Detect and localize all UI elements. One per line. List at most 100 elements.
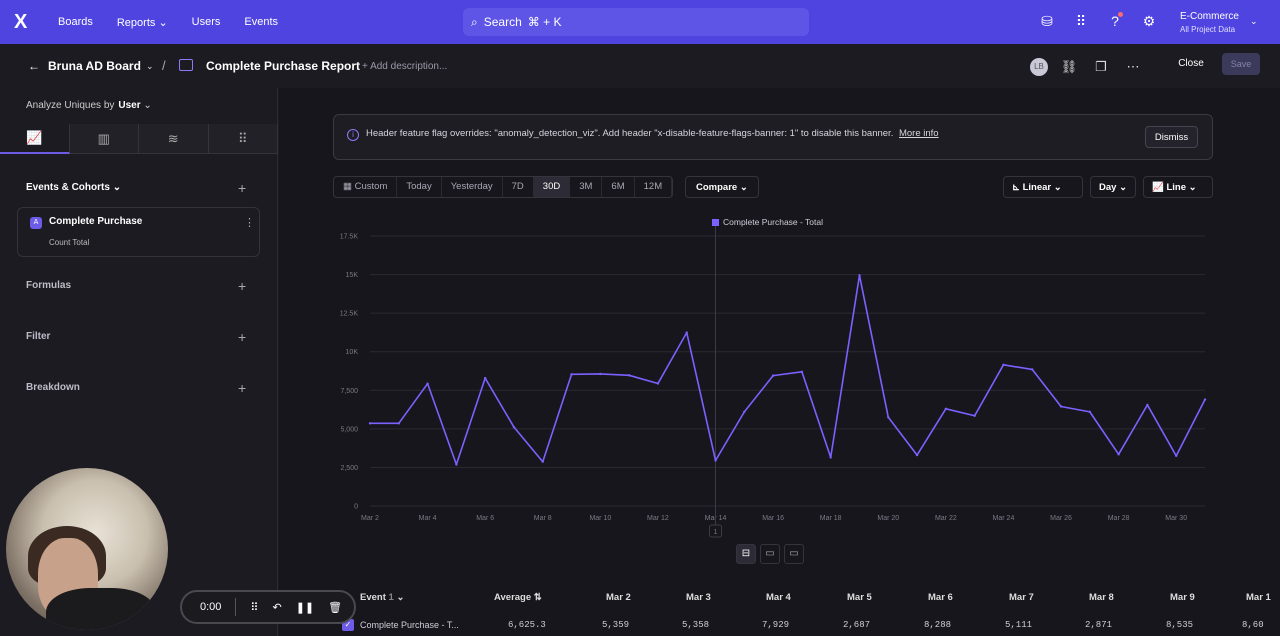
gear-icon[interactable]: ⚙ bbox=[1142, 13, 1156, 29]
nav-events[interactable]: Events bbox=[244, 16, 279, 28]
table-only-icon[interactable]: ▭ bbox=[784, 544, 804, 564]
tab-flows-icon[interactable]: ≋ bbox=[139, 124, 209, 154]
chevron-down-icon[interactable]: ⌄ bbox=[146, 61, 154, 71]
range-today[interactable]: Today bbox=[397, 177, 442, 197]
help-icon[interactable]: ? bbox=[1106, 12, 1124, 30]
apps-grid-icon[interactable]: ⠿ bbox=[1075, 13, 1087, 29]
x-tick-label: Mar 26 bbox=[1050, 515, 1072, 522]
nav-reports[interactable]: Reports ⌄ bbox=[117, 16, 168, 29]
events-cohorts-header[interactable]: Events & Cohorts ⌄ bbox=[26, 182, 121, 193]
database-icon[interactable]: ⛁ bbox=[1041, 13, 1053, 29]
compare-dropdown[interactable]: Compare ⌄ bbox=[685, 176, 759, 198]
chart-only-icon[interactable]: ▭ bbox=[760, 544, 780, 564]
range-custom[interactable]: ▦ Custom bbox=[334, 177, 398, 197]
main-nav: Boards Reports ⌄ Users Events bbox=[58, 0, 278, 44]
calendar-icon: ▦ bbox=[343, 181, 352, 192]
add-formula-icon[interactable]: + bbox=[238, 278, 247, 294]
interval-dropdown[interactable]: Day ⌄ bbox=[1090, 176, 1136, 198]
filter-header[interactable]: Filter bbox=[26, 331, 51, 342]
data-point bbox=[915, 453, 919, 457]
event-column-header[interactable]: Event 1 ⌄ bbox=[360, 592, 404, 603]
mixpanel-logo[interactable]: X bbox=[14, 11, 28, 33]
more-options-icon[interactable]: ⋯ bbox=[1126, 59, 1140, 74]
date-column-header[interactable]: Mar 7 bbox=[1009, 592, 1034, 603]
line-chart-icon bbox=[179, 59, 193, 71]
save-button[interactable]: Save bbox=[1222, 53, 1260, 75]
nav-users[interactable]: Users bbox=[191, 16, 221, 28]
nav-boards[interactable]: Boards bbox=[58, 16, 93, 28]
x-tick-label: Mar 30 bbox=[1165, 515, 1187, 522]
undo-icon[interactable]: ↶ bbox=[272, 601, 282, 614]
date-column-header[interactable]: Mar 6 bbox=[928, 592, 953, 603]
project-switcher[interactable]: E-Commerce All Project Data bbox=[1180, 10, 1239, 36]
y-tick-label: 7,500 bbox=[340, 388, 358, 395]
data-point bbox=[541, 460, 544, 463]
range-30d[interactable]: 30D bbox=[533, 177, 571, 197]
top-nav-bar: X Boards Reports ⌄ Users Events ⌕ Search… bbox=[0, 0, 1280, 44]
breakdown-header[interactable]: Breakdown bbox=[26, 382, 80, 393]
top-icons: ⛁ ⠿ ? ⚙ bbox=[1038, 12, 1158, 30]
date-column-header[interactable]: Mar 5 bbox=[847, 592, 872, 603]
date-column-header[interactable]: Mar 2 bbox=[606, 592, 631, 603]
x-tick-label: Mar 2 bbox=[361, 515, 379, 522]
tab-funnels-icon[interactable]: ▥ bbox=[69, 124, 139, 154]
pause-icon[interactable]: ❚❚ bbox=[295, 601, 315, 614]
report-header bbox=[0, 44, 1280, 88]
event-measure[interactable]: Count Total bbox=[49, 238, 90, 247]
row-event-name[interactable]: Complete Purchase - T... bbox=[360, 620, 459, 630]
back-arrow-icon[interactable]: ← bbox=[28, 59, 40, 73]
range-yesterday[interactable]: Yesterday bbox=[442, 177, 503, 197]
range-6m[interactable]: 6M bbox=[602, 177, 635, 197]
scale-dropdown[interactable]: ⊾ Linear ⌄ bbox=[1003, 176, 1083, 198]
date-column-header[interactable]: Mar 8 bbox=[1089, 592, 1114, 603]
analyze-uniques-selector[interactable]: Analyze Uniques by User ⌄ bbox=[26, 100, 152, 111]
date-column-header[interactable]: Mar 1 bbox=[1246, 592, 1271, 603]
y-tick-label: 10K bbox=[346, 349, 359, 356]
dismiss-button[interactable]: Dismiss bbox=[1145, 126, 1198, 148]
add-breakdown-icon[interactable]: + bbox=[238, 380, 247, 396]
formulas-header[interactable]: Formulas bbox=[26, 280, 72, 291]
close-button[interactable]: Close bbox=[1178, 58, 1204, 69]
add-event-icon[interactable]: + bbox=[238, 180, 247, 196]
data-point bbox=[1146, 403, 1149, 407]
report-title[interactable]: Complete Purchase Report bbox=[206, 59, 361, 73]
data-point bbox=[858, 274, 861, 277]
search-bar[interactable]: ⌕ Search ⌘ + K bbox=[463, 8, 809, 36]
range-3m[interactable]: 3M bbox=[570, 177, 603, 197]
chart-legend[interactable]: Complete Purchase - Total bbox=[712, 217, 823, 227]
board-name[interactable]: Bruna AD Board bbox=[48, 59, 141, 73]
data-point bbox=[483, 376, 487, 380]
kebab-menu-icon[interactable]: ⋮ bbox=[244, 217, 255, 229]
tab-retention-icon[interactable]: ⠿ bbox=[208, 124, 278, 154]
line-chart[interactable]: 0 2,500 5,000 7,500 10K 12.5K 15K 17.5K Mar 2 Mar… bbox=[330, 226, 1220, 541]
webcam-overlay[interactable] bbox=[6, 468, 168, 630]
link-icon[interactable]: ⛓ bbox=[1060, 59, 1078, 74]
annotation-marker-label: 1 bbox=[714, 529, 718, 536]
tab-insights-icon[interactable]: 📈 bbox=[0, 124, 70, 154]
table-cell: 8,288 bbox=[924, 620, 952, 630]
grid-dots-icon[interactable]: ⠿ bbox=[250, 601, 259, 614]
range-7d[interactable]: 7D bbox=[503, 177, 534, 197]
add-description-link[interactable]: + Add description... bbox=[362, 61, 448, 72]
avatar[interactable]: LB bbox=[1030, 58, 1048, 76]
chevron-down-icon: ⌄ bbox=[1053, 182, 1062, 193]
range-custom-label: Custom bbox=[354, 181, 388, 192]
notification-dot bbox=[1118, 12, 1123, 17]
trash-icon[interactable]: 🗑 bbox=[328, 601, 343, 614]
more-info-link[interactable]: More info bbox=[898, 128, 939, 139]
date-column-header[interactable]: Mar 9 bbox=[1170, 592, 1195, 603]
chart-type-dropdown[interactable]: 📈 Line ⌄ bbox=[1143, 176, 1213, 198]
x-tick-label: Mar 16 bbox=[762, 515, 784, 522]
range-12m[interactable]: 12M bbox=[635, 177, 673, 197]
event-card[interactable]: A Complete Purchase Count Total ⋮ bbox=[17, 207, 260, 257]
average-column-header[interactable]: Average ⇅ bbox=[494, 592, 542, 603]
x-tick-label: Mar 8 bbox=[534, 515, 552, 522]
legend-swatch bbox=[712, 218, 719, 226]
add-filter-icon[interactable]: + bbox=[238, 329, 247, 345]
split-view-icon[interactable]: ⊟ bbox=[736, 544, 756, 564]
date-column-header[interactable]: Mar 3 bbox=[686, 592, 711, 603]
date-column-header[interactable]: Mar 4 bbox=[766, 592, 791, 603]
chevron-down-icon[interactable]: ⌄ bbox=[1250, 16, 1258, 26]
duplicate-icon[interactable]: ❐ bbox=[1095, 59, 1107, 74]
analyze-label: Analyze Uniques by bbox=[26, 100, 115, 111]
